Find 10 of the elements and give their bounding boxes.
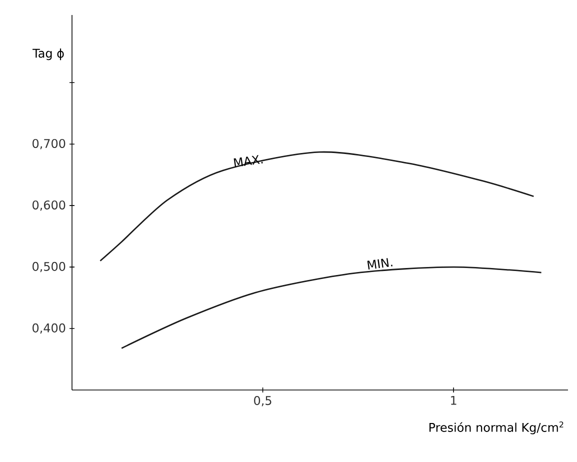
y-tick-label: 0,500 [32,262,66,272]
y-tick-label: 0,400 [32,323,66,334]
x-axis-title: Presión normal Kg/cm$^{2}$ [429,422,564,434]
y-axis-title: Tag ϕ [32,48,64,60]
text: MAX. [234,155,263,168]
x-tick-label: 0,5 [254,396,272,406]
x-tick-label: 1 [451,396,456,405]
text: MIN. [367,258,392,270]
y-tick-label: 0,700 [32,138,66,150]
y-tick-label: 0,600 [32,200,66,211]
